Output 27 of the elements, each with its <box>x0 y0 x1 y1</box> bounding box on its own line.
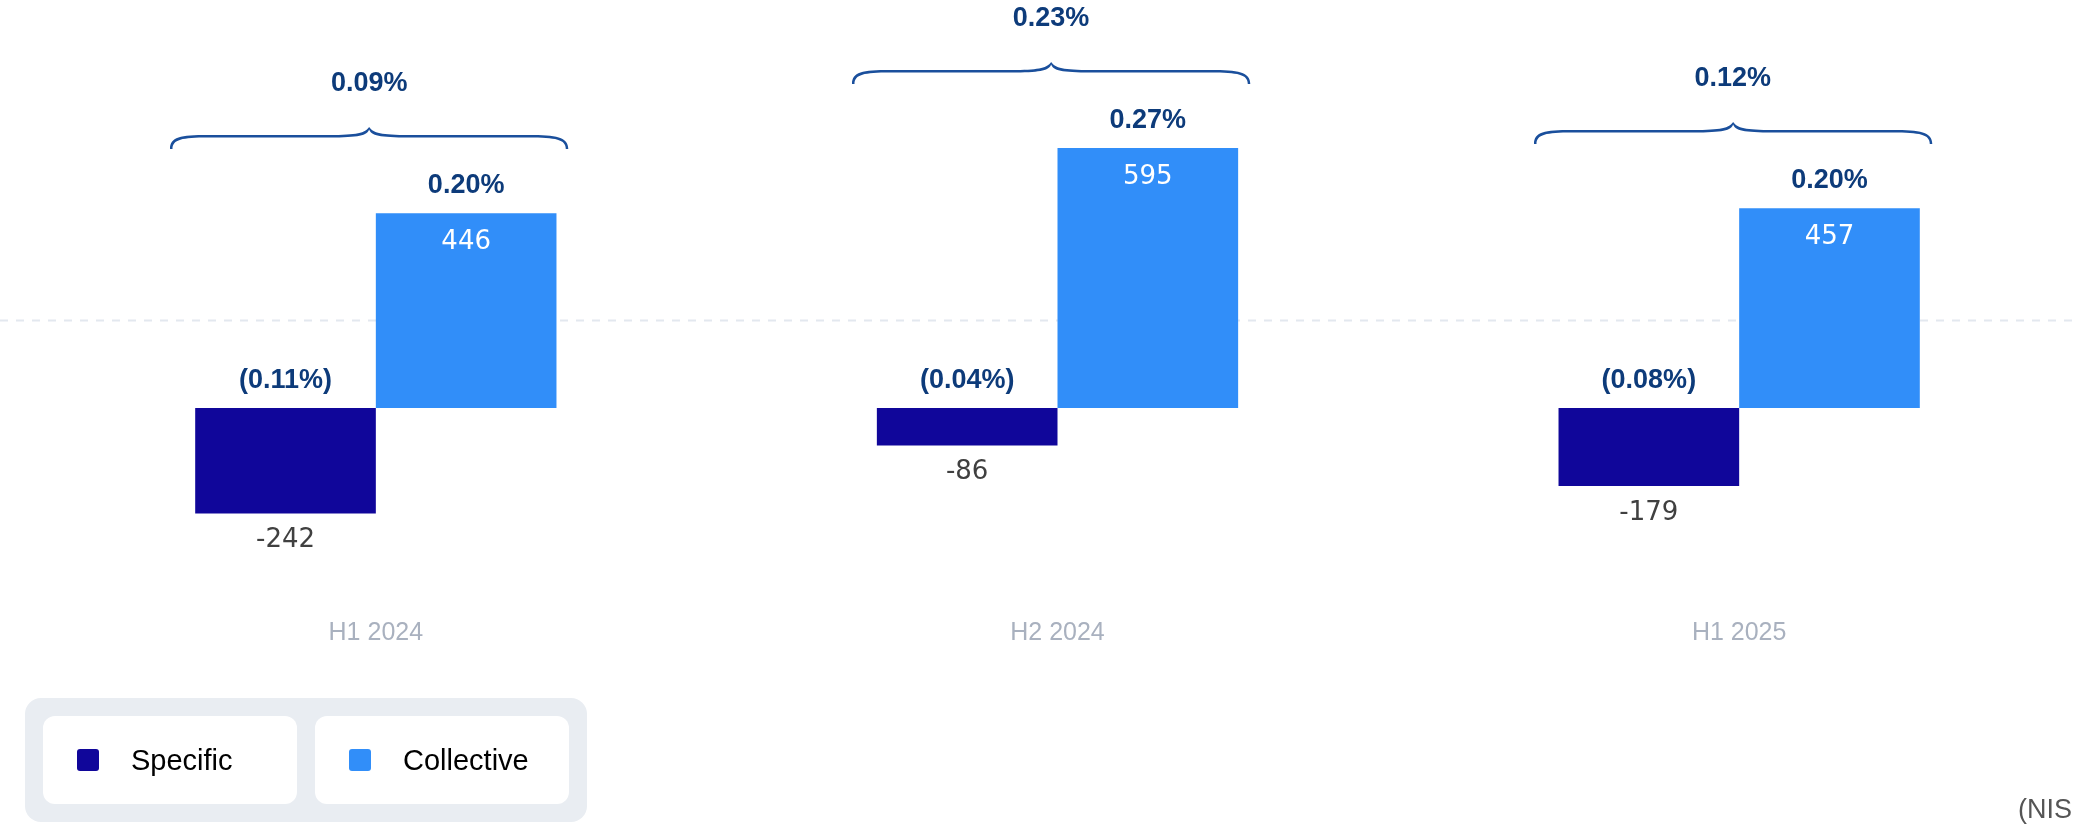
x-tick-label: H2 2024 <box>1010 616 1105 645</box>
data-label: -242 <box>256 523 316 554</box>
text: 0.12% <box>1694 62 1771 93</box>
annotation: (0.04%) <box>919 363 1015 394</box>
data-label: 457 <box>1804 220 1855 251</box>
legend-label: Collective <box>403 743 529 777</box>
data-label: 595 <box>1123 159 1173 190</box>
bar <box>876 407 1058 446</box>
bar <box>1558 407 1740 487</box>
annotation: (0.11%) <box>238 363 333 394</box>
bar <box>195 407 376 514</box>
text: 0.09% <box>331 67 408 98</box>
bar <box>1739 208 1920 408</box>
text: (NIS <box>2018 794 2072 825</box>
text: 0.23% <box>1012 2 1090 33</box>
bar <box>1057 148 1239 408</box>
annotation: 0.20% <box>1791 164 1868 195</box>
annotation: 0.20% <box>427 169 505 200</box>
bar <box>375 213 557 408</box>
x-tick-label: H1 2024 <box>328 616 424 645</box>
legend-label: Specific <box>131 743 233 777</box>
x-tick-label: H1 2025 <box>1691 616 1787 645</box>
data-label: -86 <box>945 455 989 486</box>
annotation: (0.08%) <box>1601 363 1697 394</box>
data-label: -179 <box>1619 495 1679 526</box>
data-label: 446 <box>441 224 491 255</box>
text: 0.27% <box>1109 104 1187 135</box>
